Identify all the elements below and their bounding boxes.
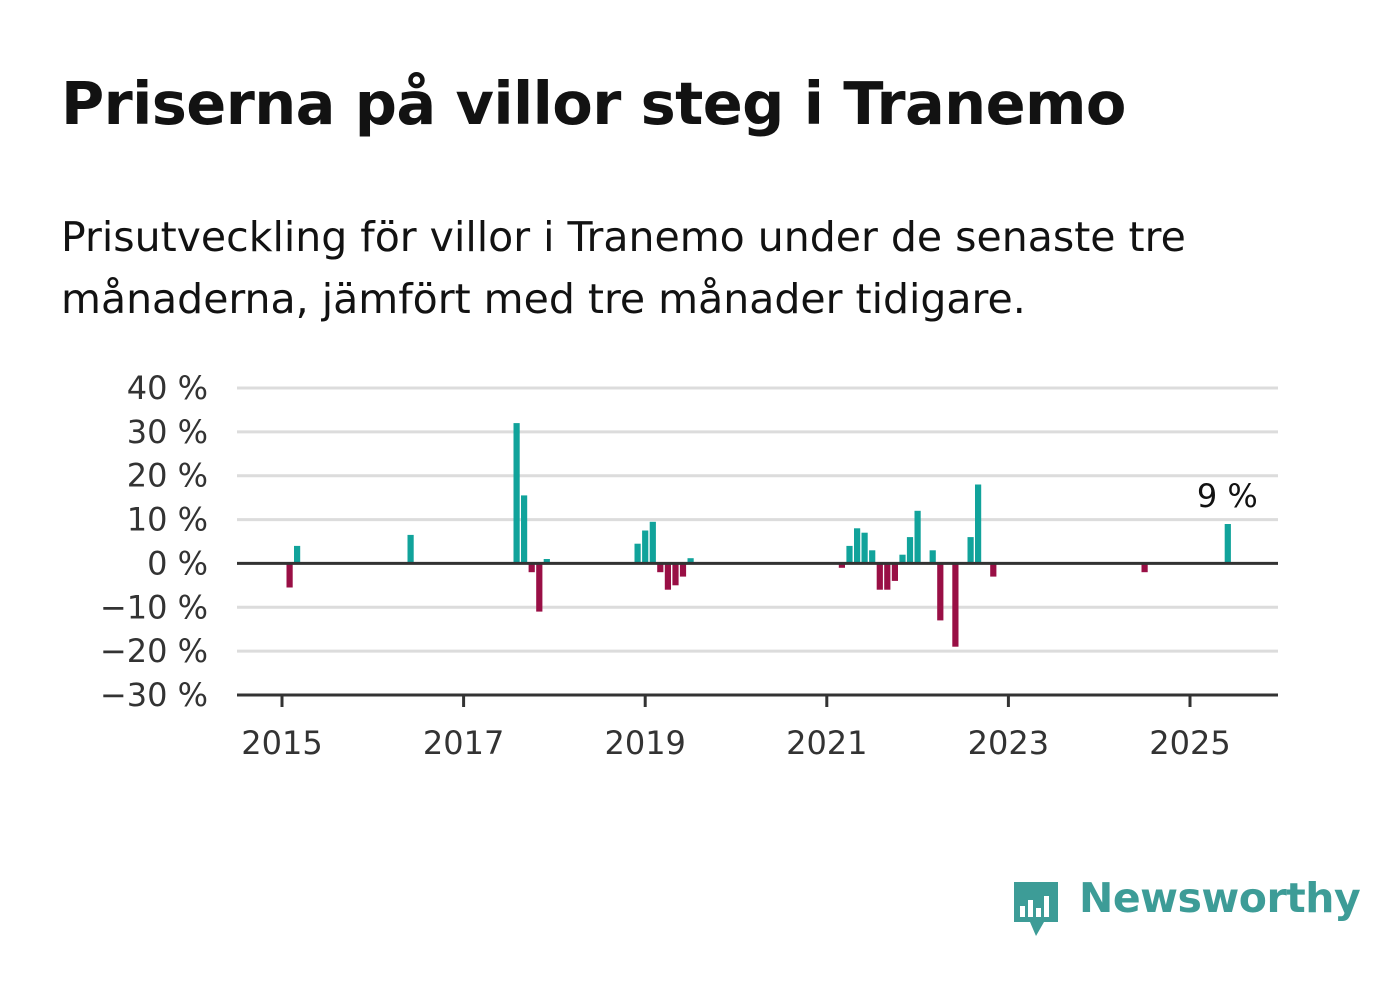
- x-tick-label: 2025: [1149, 724, 1230, 762]
- bar: [990, 563, 997, 577]
- y-tick-label: −20 %: [100, 632, 208, 670]
- x-tick-label: 2019: [604, 724, 685, 762]
- x-tick-label: 2021: [786, 724, 867, 762]
- bar: [1141, 563, 1148, 573]
- y-tick-label: −10 %: [100, 588, 208, 626]
- bar: [664, 563, 671, 590]
- x-tick-label: 2017: [423, 724, 504, 762]
- bar: [528, 563, 535, 573]
- bar: [657, 563, 664, 573]
- bar: [967, 537, 974, 564]
- y-tick-label: 10 %: [127, 501, 208, 539]
- bar: [846, 545, 853, 564]
- bar: [672, 563, 679, 586]
- bar: [884, 563, 891, 590]
- bar: [952, 563, 959, 647]
- bar: [513, 423, 520, 564]
- bar: [861, 532, 868, 564]
- bars: [286, 423, 1231, 647]
- bar: [876, 563, 883, 590]
- x-tick-label: 2015: [241, 724, 322, 762]
- gridlines: [237, 386, 1278, 653]
- bar: [642, 530, 649, 564]
- bar: [286, 563, 293, 588]
- x-tick-label: 2023: [968, 724, 1049, 762]
- bar: [975, 484, 982, 564]
- bar: [838, 563, 845, 568]
- bar: [854, 528, 861, 564]
- y-tick-label: 20 %: [127, 457, 208, 495]
- bar: [937, 563, 944, 621]
- bar: [929, 550, 936, 564]
- bar: [679, 563, 687, 577]
- bar: [543, 559, 550, 564]
- bar: [521, 495, 528, 564]
- bar: [906, 537, 914, 564]
- brand-name: Newsworthy: [1079, 874, 1361, 922]
- bar: [1224, 524, 1231, 564]
- y-tick-label: 0 %: [147, 544, 208, 582]
- bar: [891, 563, 898, 581]
- bar: [687, 558, 694, 564]
- bar: [649, 521, 656, 564]
- bar: [294, 545, 301, 564]
- axes: [237, 561, 1278, 707]
- y-tick-label: −30 %: [100, 676, 208, 714]
- chart-title: Priserna på villor steg i Tranemo: [61, 69, 1126, 138]
- bar: [914, 510, 921, 564]
- tick-labels: 40 % 30 % 20 % 10 % 0 % −10 % −20 % −30 % 2015 20…: [100, 369, 1258, 762]
- bar: [536, 563, 543, 612]
- value-annotation: 9 %: [1197, 477, 1258, 515]
- y-tick-label: 30 %: [127, 413, 208, 451]
- bar: [634, 543, 641, 564]
- chart-subtitle: Prisutveckling för villor i Tranemo unde…: [61, 213, 1186, 323]
- y-tick-label: 40 %: [127, 369, 208, 407]
- bar: [899, 554, 906, 564]
- newsworthy-bar-chart-icon: [1014, 882, 1058, 936]
- bar: [869, 550, 876, 564]
- bar: [407, 534, 414, 564]
